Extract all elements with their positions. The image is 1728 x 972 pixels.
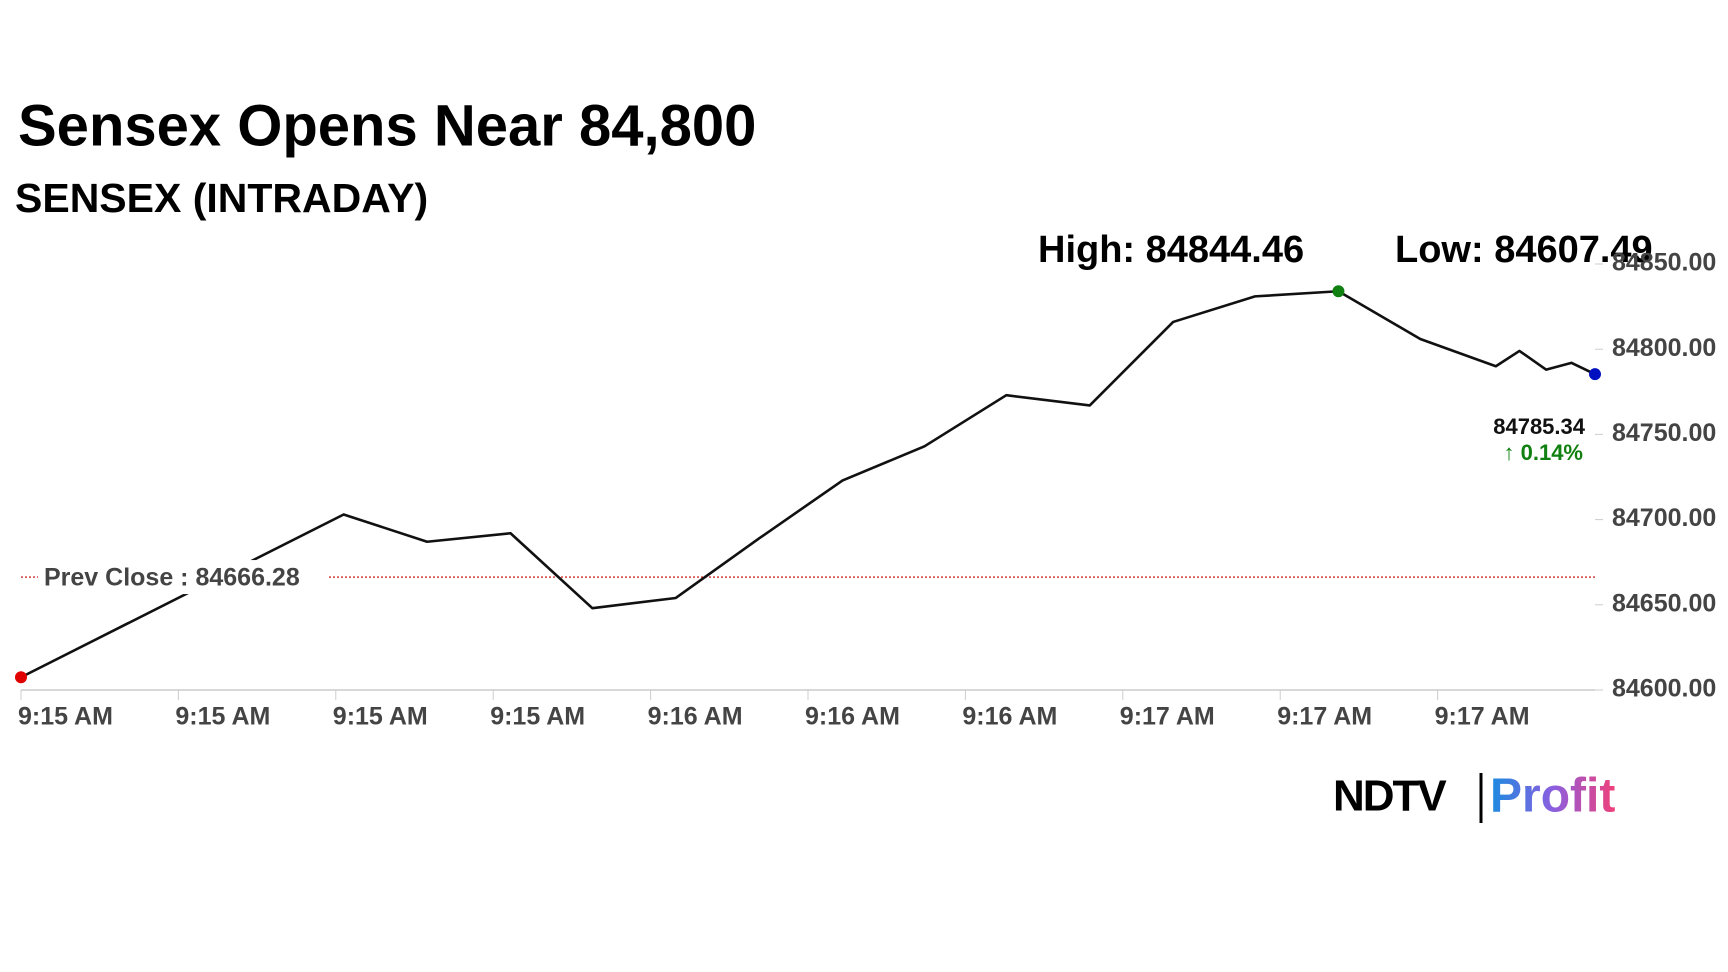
x-tick-label: 9:17 AM: [1435, 703, 1530, 731]
value-label: 84785.34: [1493, 414, 1586, 439]
change-label: ↑ 0.14%: [1504, 440, 1584, 465]
y-tick-label: 84700.00: [1612, 504, 1716, 532]
prev-close-label-bg: [38, 560, 328, 595]
high-marker: [1332, 285, 1345, 298]
price-line: [20, 289, 1596, 679]
x-tick-label: 9:16 AM: [805, 703, 900, 731]
y-tick-label: 84850.00: [1612, 249, 1716, 277]
logo: NDTV Profit: [1333, 770, 1615, 823]
x-tick-label: 9:17 AM: [1120, 703, 1215, 731]
logo-profit: Profit: [1490, 770, 1615, 823]
y-tick-label: 84750.00: [1612, 419, 1716, 447]
x-tick-label: 9:15 AM: [18, 703, 113, 731]
x-tick-label: 9:15 AM: [333, 703, 428, 731]
prev-close-label: Prev Close : 84666.28: [44, 564, 300, 592]
x-tick-label: 9:17 AM: [1277, 703, 1372, 731]
chart-subtitle: SENSEX (INTRADAY): [15, 175, 428, 221]
logo-ndtv: NDTV: [1333, 772, 1447, 821]
chart-title: Sensex Opens Near 84,800: [18, 93, 756, 158]
y-tick-label: 84600.00: [1612, 675, 1716, 703]
start-marker: [15, 671, 27, 684]
x-tick-label: 9:15 AM: [490, 703, 585, 731]
high-label: High: 84844.46: [1038, 229, 1304, 271]
y-tick-label: 84800.00: [1612, 334, 1716, 362]
x-tick-label: 9:15 AM: [175, 703, 270, 731]
x-tick-label: 9:16 AM: [962, 703, 1057, 731]
low-label: Low: 84607.49: [1395, 229, 1653, 271]
y-tick-label: 84650.00: [1612, 589, 1716, 617]
x-tick-label: 9:16 AM: [648, 703, 743, 731]
end-marker: [1589, 368, 1601, 381]
